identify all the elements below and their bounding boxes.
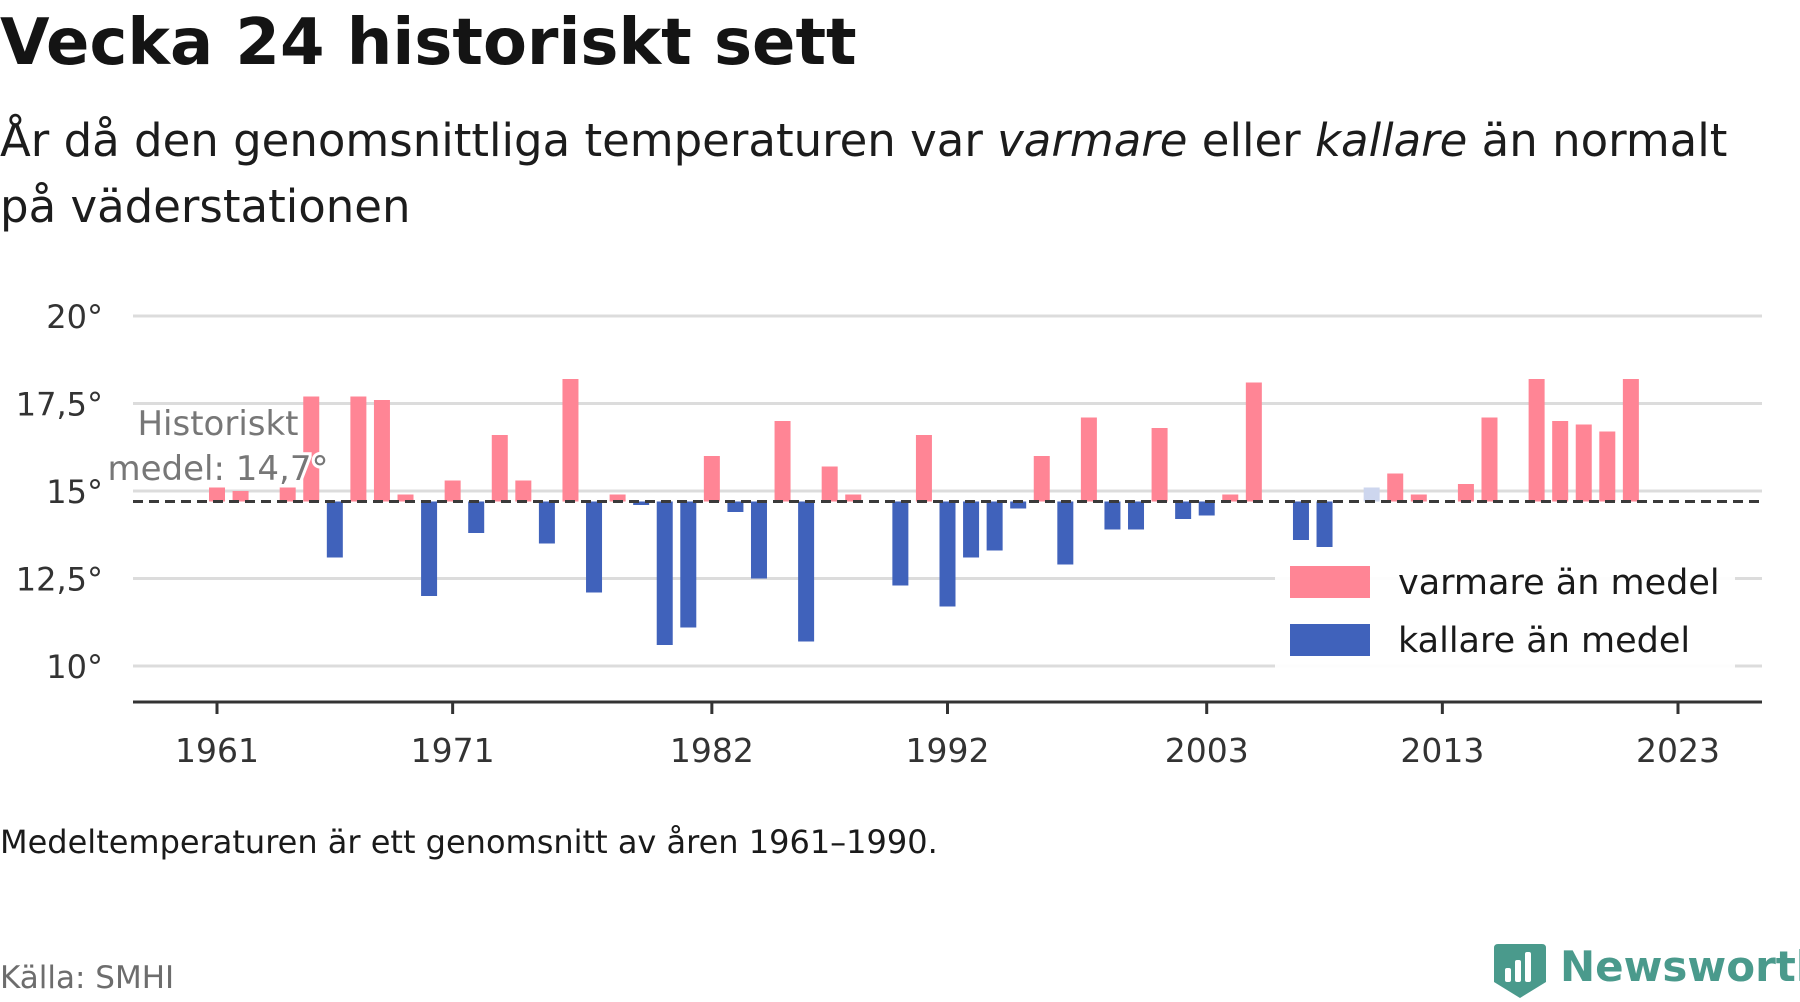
x-tick-label: 1982: [670, 731, 754, 770]
subtitle-cold-word: kallare: [1314, 114, 1468, 167]
newsworthy-logo-icon: [1494, 944, 1546, 998]
bar-1964: [279, 487, 296, 502]
bar-2021: [1622, 379, 1639, 502]
bar-1991: [915, 435, 932, 502]
bar-1983: [727, 501, 744, 512]
bar-2017: [1528, 379, 1545, 502]
bar-1996: [1033, 456, 1050, 502]
y-tick-label: 15°: [46, 473, 103, 511]
legend-swatch-cold: [1290, 624, 1370, 656]
bar-2004: [1222, 494, 1239, 502]
bar-1977: [586, 501, 603, 593]
bar-1967: [350, 396, 367, 502]
x-tick-label: 2003: [1165, 731, 1249, 770]
bar-1994: [986, 501, 1003, 551]
baseline-label-line-1: Historiskt: [137, 404, 298, 444]
bar-1975: [538, 501, 555, 544]
bar-1971: [444, 480, 461, 502]
bar-2005: [1245, 382, 1262, 502]
x-tick-label: 1971: [411, 731, 495, 770]
bar-1979: [633, 501, 650, 505]
bar-2020: [1599, 431, 1616, 502]
bar-1984: [750, 501, 767, 579]
bar-1966: [326, 501, 343, 558]
bar-1988: [845, 494, 862, 502]
subtitle-text-start: År då den genomsnittliga temperaturen va…: [0, 114, 998, 167]
bar-1973: [491, 435, 508, 502]
bar-2010: [1363, 487, 1380, 502]
bar-1992: [939, 501, 956, 607]
chart-title: Vecka 24 historiskt sett: [0, 6, 857, 80]
bar-1976: [562, 379, 579, 502]
bar-1985: [774, 421, 791, 502]
bar-1982: [703, 456, 720, 502]
x-tick-label: 1961: [175, 731, 259, 770]
bar-2018: [1552, 421, 1569, 502]
y-tick-label: 20°: [46, 298, 103, 336]
bar-1968: [373, 400, 390, 502]
bar-2001: [1151, 428, 1168, 502]
source-text: Källa: SMHI: [0, 960, 175, 996]
bar-2007: [1292, 501, 1309, 540]
brand-name: Newsworthy: [1560, 942, 1800, 991]
bar-1995: [1010, 501, 1027, 509]
bar-1980: [656, 501, 673, 645]
bar-1974: [515, 480, 532, 502]
legend-label-warm: varmare än medel: [1398, 563, 1720, 603]
bar-1962: [232, 491, 249, 502]
bar-2002: [1175, 501, 1192, 519]
y-tick-label: 17,5°: [16, 386, 103, 424]
bar-1965: [303, 396, 320, 502]
bar-2011: [1387, 473, 1404, 502]
bar-2008: [1316, 501, 1333, 547]
y-tick-label: 12,5°: [16, 561, 103, 599]
subtitle-warm-word: varmare: [997, 114, 1188, 167]
bar-1961: [209, 487, 225, 502]
bar-2015: [1481, 417, 1498, 502]
bar-2003: [1198, 501, 1215, 516]
legend-label-cold: kallare än medel: [1398, 621, 1690, 661]
bar-2019: [1575, 424, 1592, 502]
chart-subtitle: År då den genomsnittliga temperaturen va…: [0, 108, 1760, 240]
bar-1969: [397, 494, 414, 502]
bar-1997: [1057, 501, 1074, 565]
bar-1986: [798, 501, 815, 642]
legend-swatch-warm: [1290, 566, 1370, 598]
temperature-bar-chart: 10° 12,5° 15° 17,5° 20° Historiskt medel: 14,7…: [16, 298, 1762, 770]
bar-1987: [821, 466, 838, 502]
subtitle-text-end: än normalt på väderstationen: [0, 114, 1728, 233]
bar-1990: [892, 501, 909, 586]
chart-note: Medeltemperaturen är ett genomsnitt av å…: [0, 823, 938, 861]
x-tick-label: 1992: [906, 731, 990, 770]
bar-1981: [680, 501, 697, 628]
subtitle-text-middle: eller: [1187, 114, 1315, 167]
bar-1999: [1104, 501, 1121, 530]
bar-2012: [1410, 494, 1427, 502]
x-tick-label: 2023: [1636, 731, 1720, 770]
bar-1978: [609, 494, 626, 502]
baseline-label-line-2: medel: 14,7°: [108, 449, 329, 489]
bar-1998: [1080, 417, 1097, 502]
bar-1972: [468, 501, 485, 533]
bar-1993: [963, 501, 980, 558]
x-tick-label: 2013: [1400, 731, 1484, 770]
bar-2000: [1128, 501, 1145, 530]
bar-2014: [1457, 484, 1474, 502]
y-tick-label: 10°: [46, 648, 103, 686]
bar-1970: [421, 501, 438, 596]
